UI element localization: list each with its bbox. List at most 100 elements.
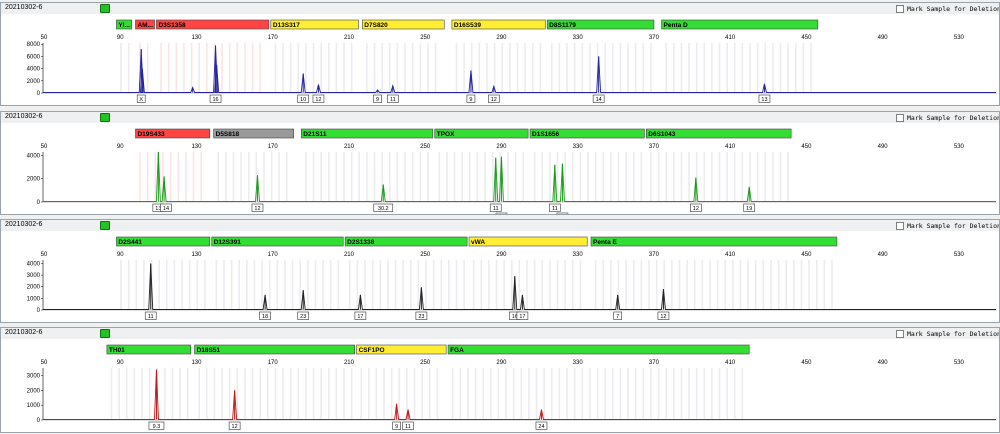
allele-call-box[interactable] bbox=[297, 311, 310, 320]
locus-bin[interactable] bbox=[194, 344, 355, 355]
allele-bin-stripe bbox=[175, 43, 178, 93]
y-tick-label: 4000 bbox=[27, 153, 41, 159]
locus-bin[interactable] bbox=[362, 19, 445, 30]
allele-bin-stripe bbox=[305, 43, 307, 93]
locus-bin[interactable] bbox=[135, 128, 211, 139]
allele-bin-stripe bbox=[695, 43, 698, 93]
locus-bin[interactable] bbox=[344, 236, 468, 247]
allele-bin-stripe bbox=[558, 368, 561, 420]
allele-call-box[interactable] bbox=[297, 94, 310, 103]
checkbox-icon[interactable] bbox=[896, 330, 904, 338]
checkbox-icon[interactable] bbox=[896, 114, 904, 122]
locus-bin[interactable] bbox=[301, 128, 434, 139]
y-tick-label: 1000 bbox=[27, 403, 41, 409]
allele-bin-stripe bbox=[520, 368, 523, 420]
allele-call-box[interactable] bbox=[556, 212, 569, 215]
allele-bin-stripe bbox=[192, 152, 195, 202]
locus-bin[interactable] bbox=[645, 128, 792, 139]
locus-bin[interactable] bbox=[451, 19, 546, 30]
allele-call-box[interactable] bbox=[758, 94, 771, 103]
allele-bin-stripe bbox=[493, 43, 496, 93]
locus-bin[interactable] bbox=[546, 19, 655, 30]
locus-bin[interactable] bbox=[468, 236, 588, 247]
status-indicator-icon[interactable] bbox=[100, 4, 110, 13]
allele-call-box[interactable] bbox=[354, 311, 367, 320]
x-tick-label: 210 bbox=[344, 144, 355, 150]
locus-bin[interactable] bbox=[211, 236, 344, 247]
locus-bin[interactable] bbox=[106, 344, 192, 355]
status-indicator-icon[interactable] bbox=[100, 221, 110, 230]
allele-bin-stripe bbox=[703, 43, 706, 93]
allele-bin-stripe bbox=[335, 152, 338, 202]
allele-call-box[interactable] bbox=[402, 421, 414, 430]
allele-call-box[interactable] bbox=[386, 94, 399, 103]
allele-call-box[interactable] bbox=[415, 311, 428, 320]
allele-call-box[interactable] bbox=[613, 311, 623, 320]
allele-bin-stripe bbox=[503, 260, 505, 310]
allele-call-box[interactable] bbox=[535, 421, 548, 430]
allele-call-box[interactable] bbox=[488, 94, 500, 103]
status-indicator-icon[interactable] bbox=[100, 113, 110, 122]
allele-call-box[interactable] bbox=[466, 94, 476, 103]
locus-bin[interactable] bbox=[213, 128, 294, 139]
checkbox-icon[interactable] bbox=[896, 5, 904, 13]
locus-label: D21S11 bbox=[303, 131, 327, 138]
allele-call-box[interactable] bbox=[136, 94, 146, 103]
allele-bin-stripe bbox=[488, 260, 490, 310]
sample-name: 20210302-6 bbox=[5, 113, 43, 120]
mark-for-deletion-checkbox[interactable]: Mark Sample for Deletion bbox=[896, 114, 999, 122]
allele-call-box[interactable] bbox=[489, 203, 502, 212]
panel-header: 20210302-6 Mark Sample for Deletion bbox=[1, 3, 999, 14]
allele-call-box[interactable] bbox=[657, 311, 670, 320]
mark-for-deletion-checkbox[interactable]: Mark Sample for Deletion bbox=[896, 5, 999, 13]
locus-bin[interactable] bbox=[590, 236, 838, 247]
allele-call-box[interactable] bbox=[228, 421, 241, 430]
locus-bin[interactable] bbox=[156, 19, 270, 30]
mark-for-deletion-checkbox[interactable]: Mark Sample for Deletion bbox=[896, 222, 999, 230]
status-indicator-icon[interactable] bbox=[100, 329, 110, 338]
locus-bin[interactable] bbox=[116, 19, 132, 30]
allele-bin-stripe bbox=[427, 43, 429, 93]
allele-bin-stripe bbox=[148, 368, 151, 420]
allele-call-box[interactable] bbox=[549, 203, 561, 212]
allele-bin-stripe bbox=[550, 43, 553, 93]
allele-call-box[interactable] bbox=[743, 203, 756, 212]
allele-bin-stripe bbox=[221, 368, 223, 420]
allele-call-box[interactable] bbox=[312, 94, 325, 103]
locus-bin[interactable] bbox=[447, 344, 750, 355]
allele-call-box[interactable] bbox=[209, 94, 222, 103]
locus-bin[interactable] bbox=[116, 236, 211, 247]
allele-call-box[interactable] bbox=[392, 421, 401, 430]
mark-for-deletion-checkbox[interactable]: Mark Sample for Deletion bbox=[896, 330, 999, 338]
allele-call-box[interactable] bbox=[592, 94, 605, 103]
checkbox-icon[interactable] bbox=[896, 222, 904, 230]
allele-call-box[interactable] bbox=[251, 203, 264, 212]
allele-call-box[interactable] bbox=[148, 421, 165, 430]
allele-bin-stripe bbox=[514, 152, 517, 202]
allele-call-label: 16 bbox=[512, 314, 518, 320]
allele-call-box[interactable] bbox=[160, 203, 172, 212]
allele-call-box[interactable] bbox=[516, 311, 529, 320]
allele-bin-stripe bbox=[596, 368, 599, 420]
locus-bin[interactable] bbox=[529, 128, 645, 139]
allele-call-box[interactable] bbox=[259, 311, 271, 320]
allele-call-box[interactable] bbox=[690, 203, 702, 212]
allele-bin-stripe bbox=[461, 152, 464, 202]
locus-bin[interactable] bbox=[135, 19, 155, 30]
allele-bin-stripe bbox=[793, 260, 795, 310]
locus-bin[interactable] bbox=[270, 19, 359, 30]
allele-bin-stripe bbox=[762, 260, 765, 310]
allele-call-box[interactable] bbox=[495, 212, 508, 215]
allele-bin-stripe bbox=[154, 152, 157, 202]
allele-call-box[interactable] bbox=[144, 311, 157, 320]
locus-bin[interactable] bbox=[434, 128, 529, 139]
allele-call-box[interactable] bbox=[373, 203, 394, 212]
locus-bin[interactable] bbox=[661, 19, 819, 30]
allele-bin-stripe bbox=[463, 43, 465, 93]
allele-call-label: 14 bbox=[163, 206, 169, 212]
allele-bin-stripe bbox=[482, 368, 484, 420]
allele-call-box[interactable] bbox=[373, 94, 382, 103]
allele-bin-stripe bbox=[741, 368, 744, 420]
locus-bin[interactable] bbox=[356, 344, 447, 355]
x-tick-label: 410 bbox=[725, 360, 736, 366]
